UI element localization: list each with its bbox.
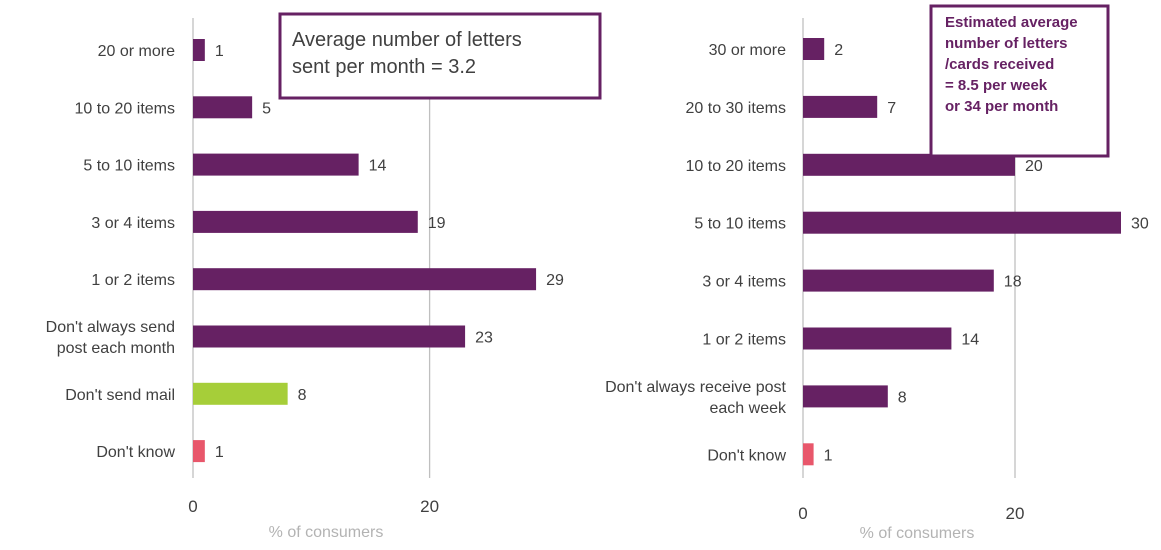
callout-text: Average number of letters sent per month …: [292, 29, 522, 78]
data-label: 19: [428, 215, 446, 232]
data-label: 14: [961, 332, 979, 349]
category-label: 20 or more: [98, 43, 175, 60]
x-axis-label: % of consumers: [269, 524, 384, 541]
category-label: 20 to 30 items: [686, 100, 787, 117]
x-axis-label: % of consumers: [860, 525, 975, 542]
tick-label: 20: [420, 497, 439, 516]
bar: [193, 268, 537, 291]
tick-label: 0: [188, 497, 197, 516]
bar: [803, 269, 994, 292]
callout-text: Estimated average number of letters/cards…: [945, 14, 1078, 115]
category-label: 3 or 4 items: [91, 215, 175, 232]
data-label: 8: [298, 387, 307, 404]
category-label: Don't know: [707, 447, 786, 464]
tick-label: 0: [798, 504, 807, 523]
bar: [803, 95, 878, 118]
category-label: 10 to 20 items: [686, 158, 787, 175]
bar: [193, 382, 288, 405]
category-label: 10 to 20 items: [75, 100, 176, 117]
data-label: 1: [215, 444, 224, 461]
category-label: Don't know: [96, 444, 175, 461]
bar: [193, 39, 205, 61]
data-label: 2: [834, 42, 843, 59]
bar: [193, 153, 359, 176]
bar: [193, 210, 418, 233]
bar: [803, 443, 814, 466]
chart-letters-received: 2 30 or more 7 20 to 30 items 20 10 to 20 ite…: [605, 4, 1149, 542]
data-label: 7: [887, 100, 896, 117]
data-label: 29: [546, 272, 564, 289]
bar: [803, 38, 825, 60]
data-label: 23: [475, 330, 493, 347]
category-label: 30 or more: [709, 42, 786, 59]
category-label: Don't send mail: [65, 387, 175, 404]
category-label: 3 or 4 items: [702, 274, 786, 291]
category-label: 1 or 2 items: [702, 332, 786, 349]
data-label: 5: [262, 100, 271, 117]
category-label: Don't always receive post each week: [605, 379, 787, 417]
data-label: 30: [1131, 216, 1149, 233]
tick-label: 20: [1006, 504, 1025, 523]
bar: [193, 325, 466, 348]
chart-letters-sent: 1 20 or more 5 10 to 20 items 14 5 to 10 item…: [46, 12, 602, 541]
category-label: Don't always send post each month: [46, 319, 175, 357]
data-label: 8: [898, 389, 907, 406]
category-label: 5 to 10 items: [83, 158, 175, 175]
callout-box: [278, 12, 602, 100]
bar: [803, 327, 952, 350]
data-label: 14: [369, 158, 387, 175]
data-label: 1: [824, 447, 833, 464]
data-label: 1: [215, 43, 224, 60]
bar: [803, 153, 1015, 176]
bar: [193, 96, 253, 119]
category-label: 5 to 10 items: [694, 216, 786, 233]
callout-box: [929, 4, 1110, 158]
data-label: 18: [1004, 274, 1022, 291]
bar: [193, 440, 205, 463]
bar: [803, 385, 888, 408]
bar: [803, 211, 1121, 234]
category-label: 1 or 2 items: [91, 272, 175, 289]
data-label: 20: [1025, 158, 1043, 175]
